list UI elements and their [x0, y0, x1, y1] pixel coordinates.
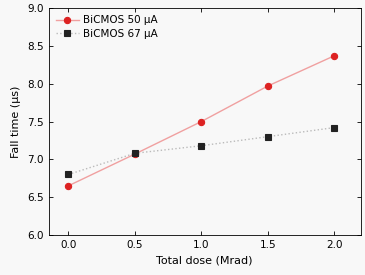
X-axis label: Total dose (Mrad): Total dose (Mrad): [157, 255, 253, 265]
BiCMOS 67 μA: [66, 173, 71, 176]
Legend: BiCMOS 50 μA, BiCMOS 67 μA: BiCMOS 50 μA, BiCMOS 67 μA: [54, 13, 160, 41]
BiCMOS 50 μA: [199, 120, 204, 123]
BiCMOS 50 μA: [66, 184, 71, 188]
Y-axis label: Fall time (μs): Fall time (μs): [11, 85, 22, 158]
BiCMOS 50 μA: [332, 54, 337, 57]
BiCMOS 50 μA: [266, 84, 270, 88]
BiCMOS 67 μA: [133, 152, 137, 155]
Line: BiCMOS 67 μA: BiCMOS 67 μA: [66, 125, 337, 177]
BiCMOS 50 μA: [133, 152, 137, 156]
BiCMOS 67 μA: [266, 135, 270, 138]
BiCMOS 67 μA: [332, 126, 337, 129]
Line: BiCMOS 50 μA: BiCMOS 50 μA: [65, 53, 337, 189]
BiCMOS 67 μA: [199, 144, 204, 147]
